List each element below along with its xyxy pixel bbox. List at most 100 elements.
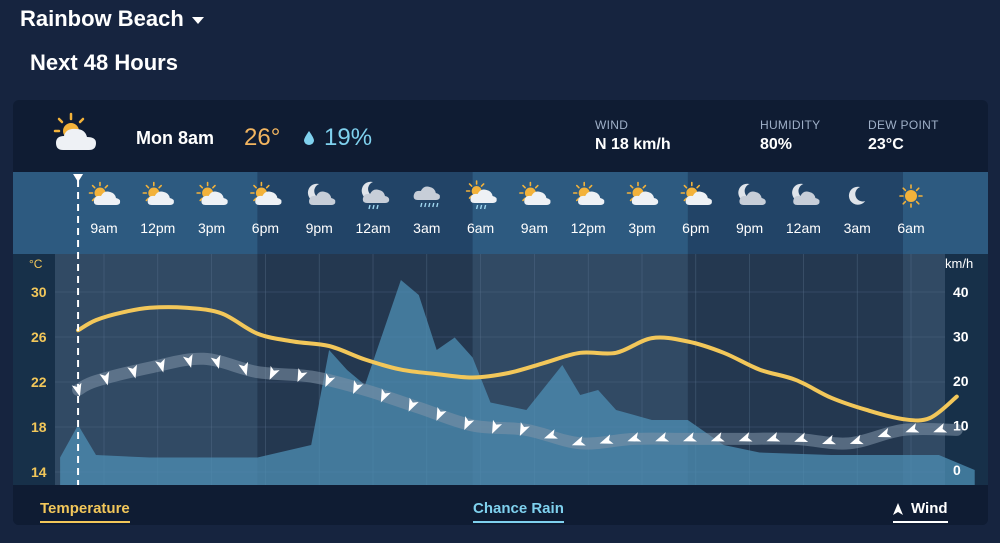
current-temperature: 26° (244, 124, 281, 151)
wind-arrow (127, 364, 137, 379)
time-label: 3pm (628, 220, 655, 236)
time-label: 6pm (252, 220, 279, 236)
wind-label: WIND (595, 118, 629, 132)
chart-tabs: Temperature Chance Rain Wind (13, 485, 988, 525)
time-label: 12am (355, 220, 390, 236)
partly-cloudy-sun-icon (519, 181, 551, 205)
wind-value: N 18 km/h (595, 136, 671, 153)
wind-arrow (794, 432, 809, 442)
partly-cloudy-sun-icon (250, 181, 282, 205)
night-rain-icon (361, 181, 390, 210)
partly-cloudy-sun-icon (572, 181, 605, 205)
time-label: 12pm (571, 220, 606, 236)
current-rain-chance: 19% (304, 124, 372, 152)
wind-arrow (210, 355, 221, 369)
wind-arrow (599, 434, 614, 444)
location-selector[interactable]: Rainbow Beach (20, 6, 204, 32)
night-band-strip (687, 172, 903, 254)
cloudy-night-icon (738, 183, 766, 205)
wind-arrow (655, 432, 670, 442)
wind-arrow (738, 432, 753, 442)
cloudy-night-icon (307, 183, 336, 205)
wind-arrow (353, 380, 364, 395)
dew-point-stat: DEW POINT 23°C (868, 118, 939, 154)
partly-cloudy-sun-icon (196, 181, 228, 205)
moon-icon (848, 186, 866, 205)
partly-cloudy-sun-icon (88, 181, 121, 205)
time-label: 12am (786, 220, 821, 236)
wind-stat: WIND N 18 km/h (595, 118, 671, 154)
time-label: 6am (897, 220, 924, 236)
tab-chance-rain[interactable]: Chance Rain (473, 500, 564, 523)
time-label: 9pm (736, 220, 763, 236)
partly-cloudy-sun-icon (626, 181, 659, 205)
y-tick-left: 18 (31, 419, 47, 435)
y-tick-left: 14 (31, 464, 47, 480)
time-label: 6am (467, 220, 494, 236)
sun-showers-icon (465, 180, 497, 210)
partly-cloudy-sun-icon (51, 112, 101, 159)
y-tick-right: 10 (953, 418, 969, 434)
humidity-stat: HUMIDITY 80% (760, 118, 820, 154)
time-label: 3pm (198, 220, 225, 236)
wind-arrow (905, 423, 920, 433)
time-label: 6pm (682, 220, 709, 236)
forecast-chart[interactable]: °C km/h 30 26 22 18 14 40 30 20 10 0 9am 12pm 3pm 6pm 9p… (13, 172, 988, 485)
y-tick-left: 22 (31, 374, 47, 390)
humidity-label: HUMIDITY (760, 118, 821, 132)
right-axis-band (945, 254, 988, 485)
y-tick-right: 30 (953, 329, 969, 345)
current-rain-value: 19% (324, 124, 373, 151)
y-axis-right-label: km/h (945, 256, 973, 271)
wind-arrow (683, 432, 697, 442)
wind-arrow (519, 422, 530, 437)
period-title: Next 48 Hours (30, 50, 178, 75)
y-tick-left: 26 (31, 329, 47, 345)
current-time: Mon 8am (136, 128, 215, 148)
forecast-panel: Mon 8am 26° 19% WIND N 18 km/h HUMIDITY … (13, 100, 988, 525)
now-marker-icon (73, 174, 84, 182)
wind-arrow (297, 368, 308, 383)
wind-arrow (849, 434, 864, 445)
wind-arrow (822, 434, 836, 445)
wind-arrow (380, 388, 391, 403)
tab-temperature[interactable]: Temperature (40, 500, 130, 523)
y-tick-left: 30 (31, 284, 47, 300)
tab-wind[interactable]: Wind (893, 500, 948, 523)
dew-point-label: DEW POINT (868, 118, 939, 132)
dew-point-value: 23°C (868, 136, 904, 153)
wind-arrow (464, 416, 475, 431)
wind-arrow (182, 354, 193, 368)
wind-arrow (766, 432, 781, 442)
time-label: 9am (90, 220, 117, 236)
temperature-line (76, 305, 959, 423)
heavy-rain-icon (413, 186, 440, 208)
wind-arrow (627, 432, 642, 442)
wind-arrow (571, 436, 586, 446)
wind-arrow (710, 432, 725, 442)
partly-cloudy-sun-icon (680, 181, 712, 205)
sun-icon (899, 184, 923, 208)
time-label: 9pm (306, 220, 333, 236)
y-tick-right: 20 (953, 373, 969, 389)
wind-arrow (269, 365, 280, 380)
location-name: Rainbow Beach (20, 6, 184, 31)
time-label: 3am (413, 220, 440, 236)
wind-arrow (408, 397, 419, 412)
y-tick-right: 0 (953, 462, 961, 478)
wind-arrow (544, 429, 558, 439)
wind-arrow (492, 419, 503, 434)
wind-arrow (436, 406, 447, 421)
humidity-value: 80% (760, 136, 793, 153)
time-label: 12pm (140, 220, 175, 236)
raindrop-icon (304, 131, 314, 145)
y-tick-right: 40 (953, 284, 969, 300)
wind-arrow (325, 373, 336, 388)
wind-arrow (238, 361, 249, 376)
wind-arrow-icon (893, 502, 903, 515)
left-axis-band (13, 254, 55, 485)
time-label: 9am (521, 220, 548, 236)
y-axis-left-label: °C (29, 257, 43, 271)
rain-area (60, 280, 975, 485)
wind-arrow (933, 423, 948, 433)
